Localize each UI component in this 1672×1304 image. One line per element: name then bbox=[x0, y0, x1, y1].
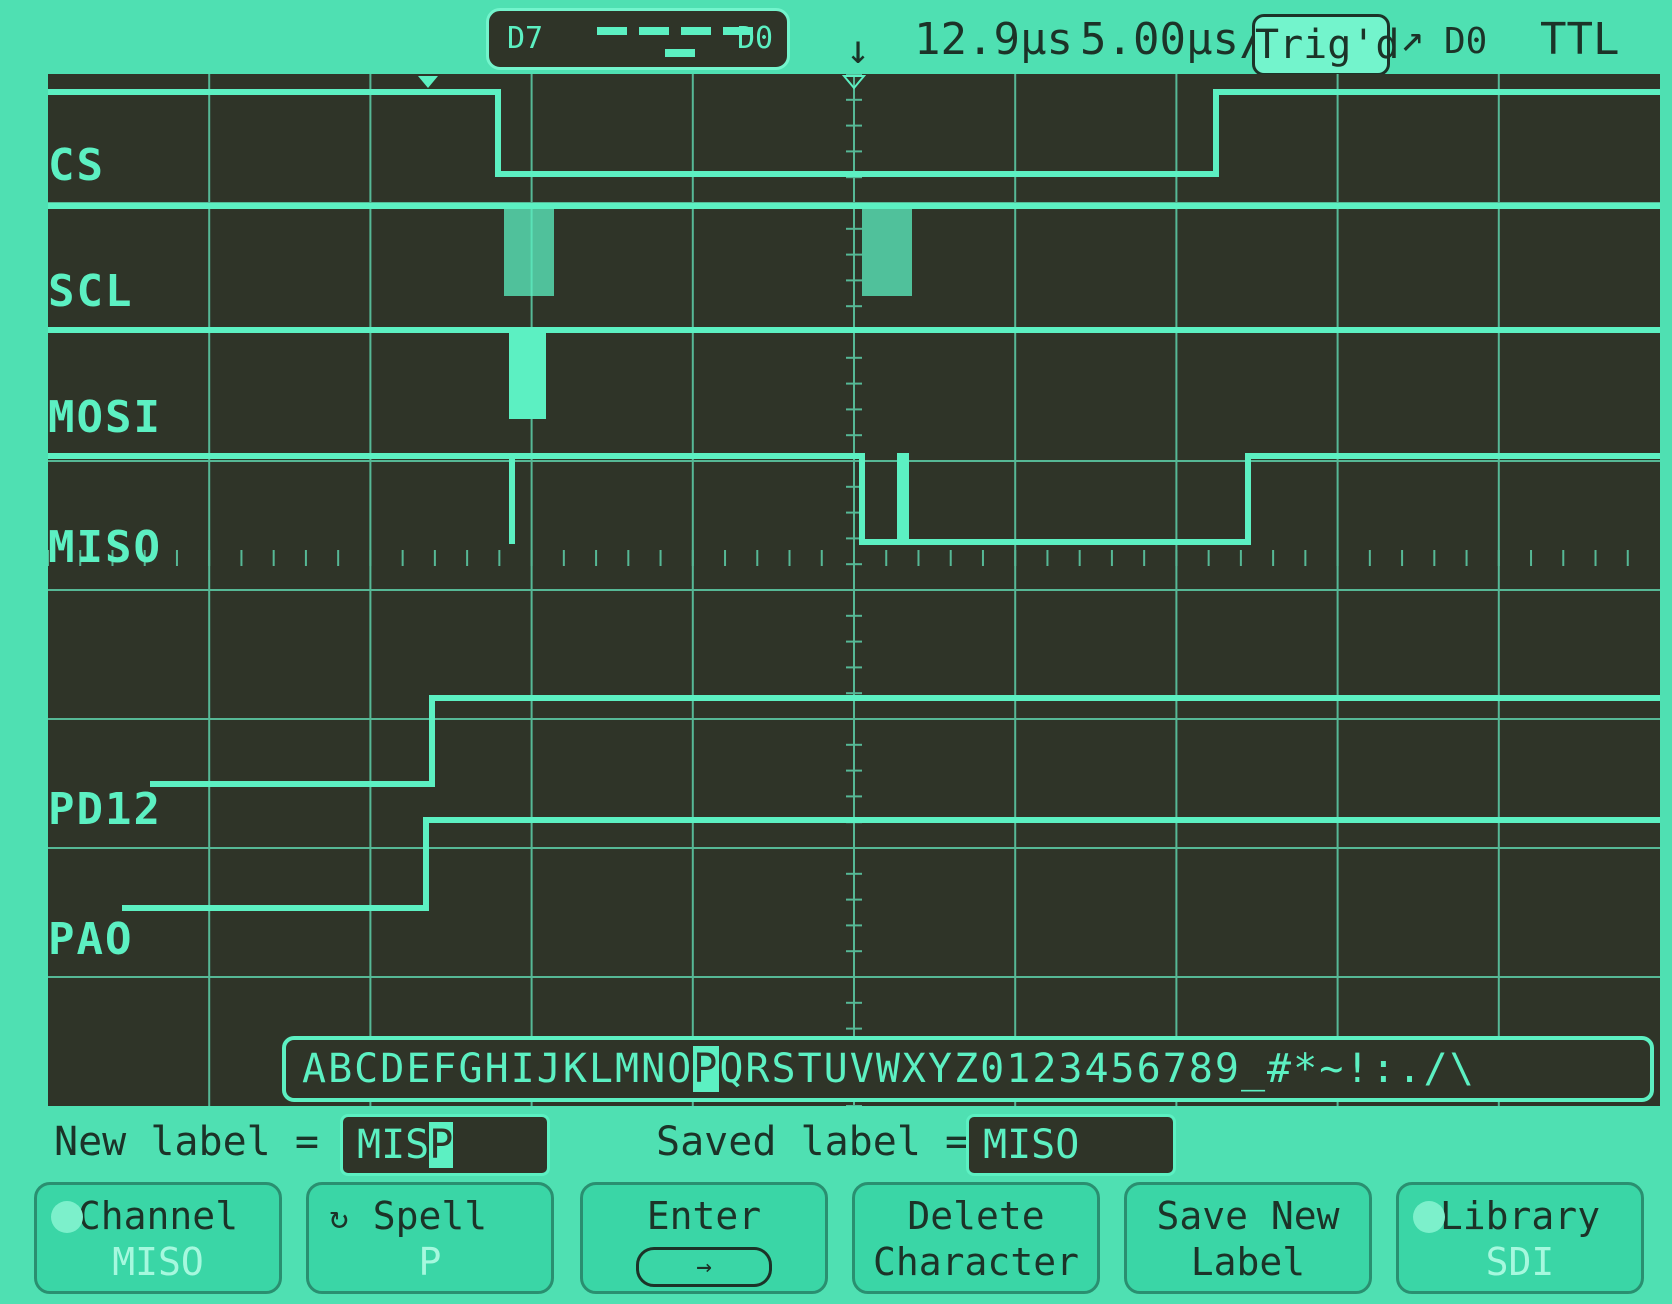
mosi-pulse bbox=[518, 330, 528, 419]
chars-after: QRSTUVWXYZ0123456789_#*~!:. bbox=[719, 1046, 1424, 1092]
chars-before: ABCDEFGHIJKLMNO bbox=[302, 1046, 694, 1092]
timebase-readout: 5.00µs/ bbox=[1080, 14, 1266, 65]
digital-bits-indicator: D7 D0 bbox=[486, 8, 790, 70]
softkey-title: Channel bbox=[77, 1194, 239, 1238]
softkey-sub: Label bbox=[1190, 1240, 1306, 1284]
trace-pao bbox=[122, 817, 1660, 911]
bit-dash bbox=[681, 27, 711, 35]
channel-label-pao: PAO bbox=[48, 914, 134, 965]
mosi-pulse bbox=[527, 330, 537, 419]
softkey-sub: SDI bbox=[1485, 1240, 1555, 1284]
rising-edge-icon: ↗ bbox=[1400, 15, 1425, 61]
text-cursor: P bbox=[429, 1122, 454, 1168]
channel-label-pd12: PD12 bbox=[48, 784, 162, 835]
trigger-source: D0 bbox=[1444, 21, 1488, 62]
marker-icon bbox=[418, 76, 438, 88]
selected-character[interactable]: P bbox=[693, 1046, 720, 1092]
trigger-marker-icon bbox=[841, 75, 867, 90]
logic-level: TTL bbox=[1540, 14, 1620, 65]
softkey-title: Delete bbox=[907, 1194, 1045, 1238]
enter-softkey[interactable]: Enter → bbox=[580, 1182, 828, 1294]
trigger-position-icon: ↓ bbox=[846, 27, 871, 73]
softkey-title: Spell bbox=[372, 1194, 488, 1238]
spell-softkey[interactable]: ↻ Spell P bbox=[306, 1182, 554, 1294]
channel-label-miso: MISO bbox=[48, 522, 162, 573]
mosi-pulse bbox=[536, 330, 546, 419]
bit-dash bbox=[597, 27, 627, 35]
library-softkey[interactable]: Library SDI bbox=[1396, 1182, 1644, 1294]
softkey-sub: P bbox=[418, 1240, 442, 1284]
softkey-title: Save New bbox=[1156, 1194, 1340, 1238]
trace-cs bbox=[48, 89, 1660, 177]
scl-burst bbox=[862, 206, 912, 296]
trace-pd12 bbox=[150, 695, 1660, 787]
saved-label-text: MISO bbox=[983, 1122, 1080, 1168]
character-picker[interactable]: ABCDEFGHIJKLMNOPQRSTUVWXYZ0123456789_#*~… bbox=[282, 1036, 1654, 1102]
bit-dash bbox=[639, 27, 669, 35]
softkey-title: Library bbox=[1439, 1194, 1601, 1238]
waveform-display[interactable]: D5 CS D2 SCL D3 MOSI D4 MISO D1 PD12 D0 … bbox=[48, 74, 1660, 1106]
waveform-canvas bbox=[48, 74, 1660, 1106]
channel-label-cs: CS bbox=[48, 140, 105, 191]
softkey-sub: MISO bbox=[112, 1240, 204, 1284]
trig-status-badge: Trig'd bbox=[1252, 14, 1400, 76]
save-new-label-softkey[interactable]: Save New Label bbox=[1124, 1182, 1372, 1294]
rotate-knob-icon bbox=[51, 1201, 83, 1233]
bits-right-label: D0 bbox=[737, 21, 774, 56]
mosi-pulse bbox=[509, 330, 519, 419]
delay-readout: 12.9µs bbox=[914, 14, 1073, 65]
enter-arrow-icon: → bbox=[636, 1247, 772, 1287]
channel-label-scl: SCL bbox=[48, 266, 134, 317]
scl-burst bbox=[504, 206, 554, 296]
channel-softkey[interactable]: Channel MISO bbox=[34, 1182, 282, 1294]
new-label-text: MIS bbox=[357, 1122, 430, 1168]
saved-label-caption: Saved label = bbox=[656, 1119, 970, 1165]
softkey-title: Enter bbox=[646, 1194, 762, 1238]
new-label-field[interactable]: MISP bbox=[340, 1114, 550, 1176]
saved-label-field: MISO bbox=[966, 1114, 1176, 1176]
bit-dash bbox=[665, 49, 695, 57]
delete-character-softkey[interactable]: Delete Character bbox=[852, 1182, 1100, 1294]
softkey-sub: Character bbox=[873, 1240, 1079, 1284]
rotate-arrow-icon: ↻ bbox=[329, 1198, 349, 1236]
rotate-knob-icon bbox=[1413, 1201, 1445, 1233]
channel-label-mosi: MOSI bbox=[48, 392, 162, 443]
new-label-caption: New label = bbox=[54, 1119, 319, 1165]
bit-dash bbox=[723, 27, 753, 35]
trace-miso bbox=[48, 453, 1660, 545]
bits-left-label: D7 bbox=[507, 21, 544, 56]
caret-up-icon: /\ bbox=[1423, 1046, 1476, 1092]
